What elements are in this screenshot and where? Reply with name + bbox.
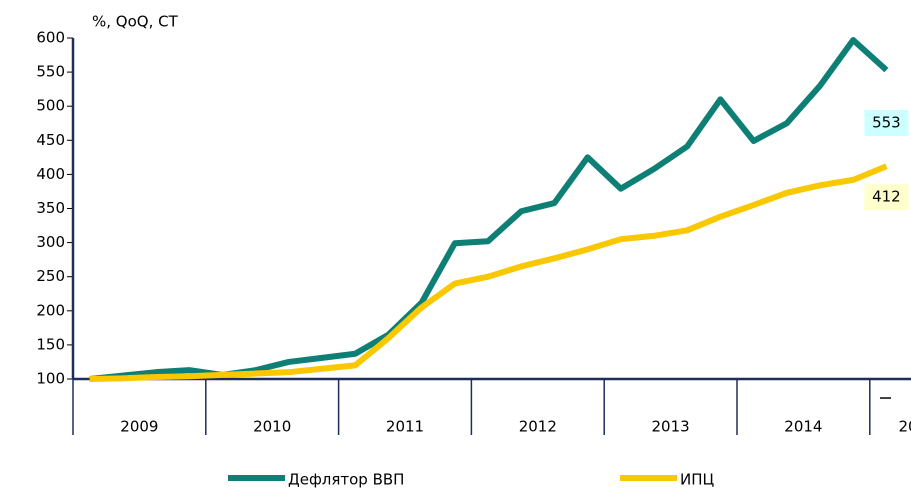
y-tick-label: 250 bbox=[36, 267, 65, 285]
year-label: 2010 bbox=[253, 418, 291, 436]
y-tick-label: 150 bbox=[36, 335, 65, 353]
line-series bbox=[89, 37, 889, 382]
legend-label: Дефлятор ВВП bbox=[288, 471, 404, 489]
y-tick-label: 200 bbox=[36, 301, 65, 319]
y-axis-label: %, QoQ, CT bbox=[92, 13, 179, 31]
year-label: 2014 bbox=[784, 418, 822, 436]
y-tick-label: 100 bbox=[36, 370, 65, 388]
y-tick-label: 500 bbox=[36, 97, 65, 115]
y-tick-label: 600 bbox=[36, 29, 65, 47]
line-series bbox=[89, 163, 888, 382]
year-label: 2012 bbox=[519, 418, 557, 436]
y-tick-label: 350 bbox=[36, 199, 65, 217]
x-tick-label: I bbox=[877, 396, 895, 400]
y-tick-label: 550 bbox=[36, 63, 65, 81]
data-label-box bbox=[864, 110, 909, 137]
data-label: 412 bbox=[872, 188, 901, 206]
year-label: 2015 bbox=[899, 418, 911, 436]
y-tick-label: 300 bbox=[36, 233, 65, 251]
year-label: 2011 bbox=[386, 418, 424, 436]
year-label: 2009 bbox=[120, 418, 158, 436]
y-tick-label: 400 bbox=[36, 165, 65, 183]
legend-label: ИПЦ bbox=[680, 471, 715, 489]
data-label-box bbox=[864, 184, 909, 211]
y-tick-label: 450 bbox=[36, 131, 65, 149]
data-label: 553 bbox=[872, 114, 901, 132]
year-label: 2013 bbox=[652, 418, 690, 436]
